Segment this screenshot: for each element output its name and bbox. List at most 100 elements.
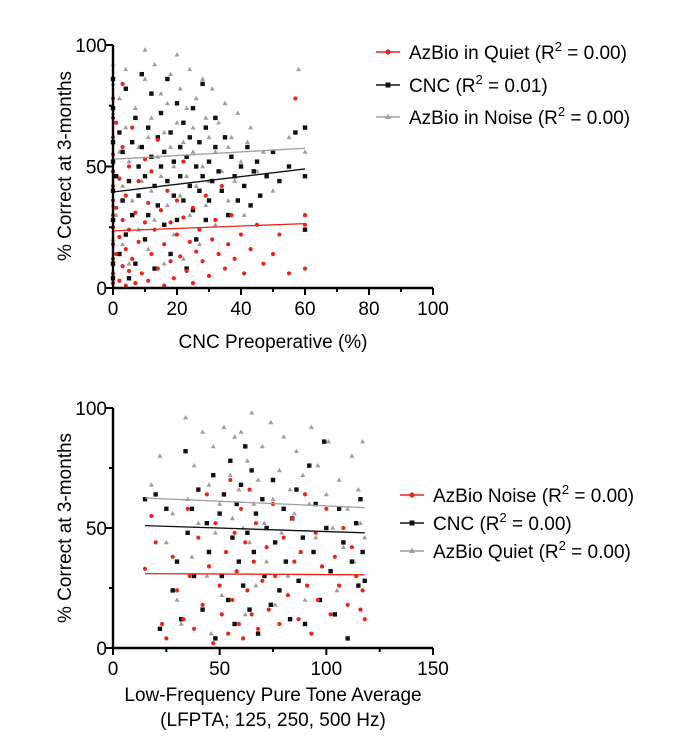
point-azbio-in-noise [158, 173, 164, 179]
point-cnc [238, 482, 244, 487]
point-cnc [189, 506, 195, 511]
point-cnc [136, 164, 141, 169]
point-azbio-in-noise [235, 110, 241, 115]
point-cnc [139, 144, 144, 150]
point-azbio-noise [249, 612, 254, 617]
point-azbio-in-quiet [155, 266, 160, 271]
legend-r2: (R2 = 0.00) [542, 482, 634, 507]
point-azbio-quiet [195, 520, 201, 525]
bottom-chart-fit-lines [144, 497, 365, 576]
point-azbio-in-noise [142, 76, 148, 81]
point-azbio-in-quiet [158, 208, 164, 213]
point-azbio-in-quiet [117, 278, 122, 283]
x-tick-label: 0 [108, 299, 119, 320]
point-azbio-quiet [355, 487, 361, 492]
point-cnc [294, 487, 299, 492]
point-cnc [206, 198, 212, 203]
point-azbio-in-noise [196, 241, 202, 247]
point-cnc [153, 492, 158, 497]
point-azbio-in-quiet [117, 234, 122, 240]
point-azbio-in-noise [171, 163, 177, 169]
point-azbio-noise [185, 506, 190, 511]
point-azbio-quiet [212, 530, 218, 535]
point-azbio-noise [260, 578, 265, 583]
point-cnc [349, 559, 355, 564]
point-azbio-in-quiet [120, 217, 125, 223]
point-azbio-noise [170, 554, 175, 559]
point-azbio-quiet [242, 611, 248, 617]
x-tick-label: 20 [166, 299, 187, 320]
point-cnc [213, 144, 218, 150]
top-chart-tick-labels: 0 20 40 60 80 100 0 50 100 [75, 36, 449, 320]
point-azbio-quiet [362, 535, 368, 540]
bottom-chart-tick-labels: 0 50 100 150 0 50 100 [75, 399, 449, 680]
point-azbio-in-quiet [142, 157, 148, 162]
point-cnc [191, 573, 197, 579]
point-azbio-in-noise [225, 197, 231, 203]
x-tick-label: 0 [108, 659, 119, 680]
point-azbio-in-quiet [210, 237, 215, 242]
point-azbio-quiet [270, 496, 276, 501]
point-cnc [235, 198, 240, 203]
point-azbio-in-quiet [216, 251, 221, 257]
point-azbio-noise [290, 516, 295, 521]
point-azbio-in-quiet [184, 268, 189, 274]
point-azbio-in-quiet [174, 232, 180, 237]
point-cnc [162, 222, 167, 228]
point-azbio-in-quiet [120, 81, 125, 86]
point-azbio-quiet [308, 424, 314, 429]
point-cnc [358, 497, 363, 502]
point-azbio-in-noise [212, 149, 218, 154]
point-cnc [230, 535, 235, 540]
point-azbio-quiet [219, 592, 225, 597]
point-cnc [130, 212, 135, 218]
point-azbio-in-quiet [222, 266, 228, 271]
point-cnc [152, 183, 157, 189]
point-cnc [184, 154, 189, 159]
point-cnc [158, 164, 164, 169]
point-cnc [307, 463, 312, 468]
point-azbio-noise [228, 477, 233, 483]
point-cnc [117, 251, 122, 257]
point-azbio-noise [241, 636, 246, 641]
legend-r2: (R2 = 0.00) [538, 104, 630, 129]
point-azbio-noise [358, 607, 363, 612]
point-azbio-in-quiet [149, 251, 154, 257]
x-tick-label: 150 [417, 659, 449, 680]
point-azbio-in-quiet [302, 266, 308, 271]
point-cnc [229, 154, 234, 159]
point-cnc [120, 198, 125, 203]
point-cnc [217, 511, 222, 516]
point-cnc [221, 492, 227, 497]
point-azbio-in-quiet [162, 283, 167, 288]
point-cnc [168, 251, 173, 257]
point-cnc [226, 212, 231, 218]
point-azbio-noise [298, 549, 303, 555]
point-cnc [197, 140, 202, 145]
point-cnc [155, 135, 160, 140]
point-azbio-quiet [217, 501, 223, 506]
point-azbio-quiet [157, 453, 163, 458]
point-cnc [146, 125, 151, 130]
point-cnc [130, 140, 135, 145]
point-azbio-in-quiet [190, 281, 196, 286]
point-azbio-noise [251, 559, 256, 564]
point-azbio-in-noise [148, 188, 154, 193]
point-cnc [258, 193, 263, 198]
point-azbio-noise [164, 636, 169, 641]
point-azbio-noise [219, 612, 224, 617]
point-cnc [226, 597, 231, 603]
point-cnc [296, 578, 301, 583]
point-azbio-quiet [178, 621, 184, 626]
point-azbio-in-quiet [123, 247, 128, 252]
point-azbio-quiet [272, 602, 278, 607]
bottom-chart-legend: AzBio Noise (R2 = 0.00) CNC (R2 = 0.00) … [400, 482, 634, 563]
point-azbio-noise [238, 506, 244, 511]
y-tick-label: 100 [75, 36, 107, 57]
point-azbio-in-noise [120, 183, 126, 188]
point-azbio-in-noise [126, 159, 132, 164]
point-cnc [228, 458, 233, 463]
point-azbio-quiet [313, 535, 319, 540]
point-cnc [247, 607, 252, 612]
svg-text:AzBio Quiet (R2 = 0.00): AzBio Quiet (R2 = 0.00) [433, 538, 631, 563]
